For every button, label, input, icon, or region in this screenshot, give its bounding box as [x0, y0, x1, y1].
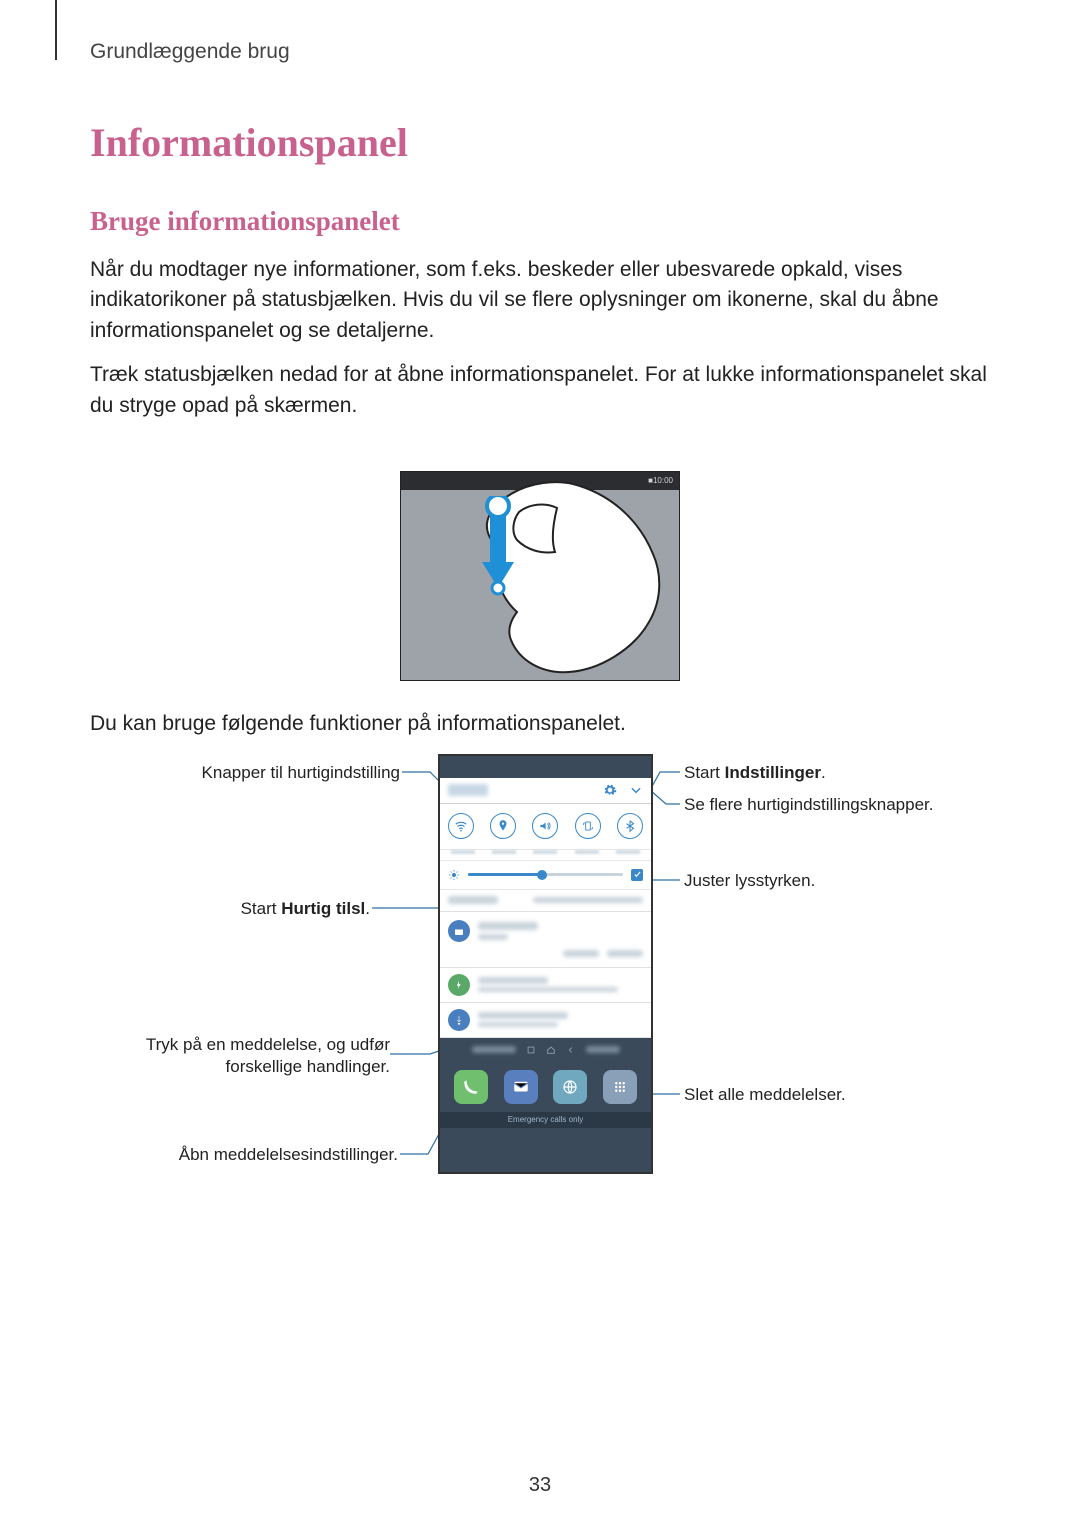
gesture-figure: ■10:00: [400, 471, 680, 681]
callout-notification-tap-line1: Tryk på en meddelelse, og udfør: [146, 1035, 390, 1054]
callout-quick-connect-suffix: .: [365, 899, 370, 918]
back-icon: [566, 1045, 576, 1055]
callout-more-quick-settings: Se flere hurtigindstillingsknapper.: [684, 794, 984, 816]
dock-messages-icon[interactable]: [504, 1070, 538, 1104]
page-title: Informationspanel: [90, 119, 990, 166]
notification-panel: [440, 778, 651, 1038]
callout-quick-connect-prefix: Start: [241, 899, 282, 918]
qs-location-button[interactable]: [490, 813, 516, 839]
dock-phone-icon[interactable]: [454, 1070, 488, 1104]
phone-statusbar: [440, 756, 651, 778]
usb-icon: [448, 1009, 470, 1031]
wifi-icon: [454, 819, 468, 833]
dock-browser-icon[interactable]: [553, 1070, 587, 1104]
notification-actions: [448, 950, 643, 957]
qs-sound-button[interactable]: [532, 813, 558, 839]
brightness-slider[interactable]: [468, 873, 623, 876]
callout-quick-connect-bold: Hurtig tilsl: [281, 899, 365, 918]
home-icon: [546, 1045, 556, 1055]
callout-quick-settings: Knapper til hurtigindstilling: [130, 762, 400, 784]
side-rule: [55, 0, 57, 60]
notification-card-3[interactable]: [440, 1003, 651, 1038]
calendar-icon: [448, 920, 470, 942]
quick-settings-row: [440, 804, 651, 850]
paragraph-1: Når du modtager nye informationer, som f…: [90, 255, 990, 346]
notification-card-1[interactable]: [440, 912, 651, 968]
callout-notification-tap-line2: forskellige handlinger.: [226, 1057, 390, 1076]
bluetooth-icon: [623, 819, 637, 833]
page-subtitle: Bruge informationspanelet: [90, 206, 990, 237]
auto-brightness-checkbox[interactable]: [631, 869, 643, 881]
check-icon: [633, 870, 642, 879]
rotate-icon: [581, 819, 595, 833]
quick-settings-labels: [440, 850, 651, 860]
annotated-diagram: Knapper til hurtigindstilling Start Hurt…: [90, 754, 990, 1224]
swipe-down-arrow-icon: [478, 496, 518, 596]
quick-connect-row[interactable]: [440, 890, 651, 912]
brightness-row[interactable]: [440, 860, 651, 890]
callout-start-settings-suffix: .: [821, 763, 826, 782]
brightness-thumb[interactable]: [537, 870, 547, 880]
chevron-down-icon[interactable]: [629, 783, 643, 797]
callout-notification-settings: Åbn meddelelsesindstillinger.: [140, 1144, 398, 1166]
paragraph-3: Du kan bruge følgende funktioner på info…: [90, 709, 990, 739]
breadcrumb: Grundlæggende brug: [90, 40, 990, 64]
gear-icon[interactable]: [603, 783, 617, 797]
panel-header: [440, 778, 651, 804]
overview-icon: [526, 1045, 536, 1055]
brightness-icon: [448, 869, 460, 881]
phone-mockup: Emergency calls only: [438, 754, 653, 1174]
qs-rotate-button[interactable]: [575, 813, 601, 839]
dock-apps-icon[interactable]: [603, 1070, 637, 1104]
clear-all-row[interactable]: [440, 1038, 651, 1062]
callout-brightness: Juster lysstyrken.: [684, 870, 944, 892]
notification-card-2[interactable]: [440, 968, 651, 1003]
callout-clear-all: Slet alle meddelelser.: [684, 1084, 944, 1106]
header: Grundlæggende brug Informationspanel Bru…: [90, 40, 990, 421]
callout-quick-connect: Start Hurtig tilsl.: [200, 898, 370, 920]
sound-icon: [538, 819, 552, 833]
callout-start-settings-prefix: Start: [684, 763, 725, 782]
page-number: 33: [0, 1474, 1080, 1497]
qs-bluetooth-button[interactable]: [617, 813, 643, 839]
paragraph-2: Træk statusbjælken nedad for at åbne inf…: [90, 360, 990, 421]
charging-icon: [448, 974, 470, 996]
qs-wifi-button[interactable]: [448, 813, 474, 839]
dock-row: [440, 1062, 651, 1112]
location-icon: [496, 819, 510, 833]
clock-blur: [448, 784, 488, 796]
callout-start-settings: Start Indstillinger.: [684, 762, 944, 784]
callout-notification-tap: Tryk på en meddelelse, og udfør forskell…: [100, 1034, 390, 1078]
brightness-fill: [468, 873, 542, 876]
emergency-text: Emergency calls only: [440, 1112, 651, 1128]
callout-start-settings-bold: Indstillinger: [725, 763, 821, 782]
